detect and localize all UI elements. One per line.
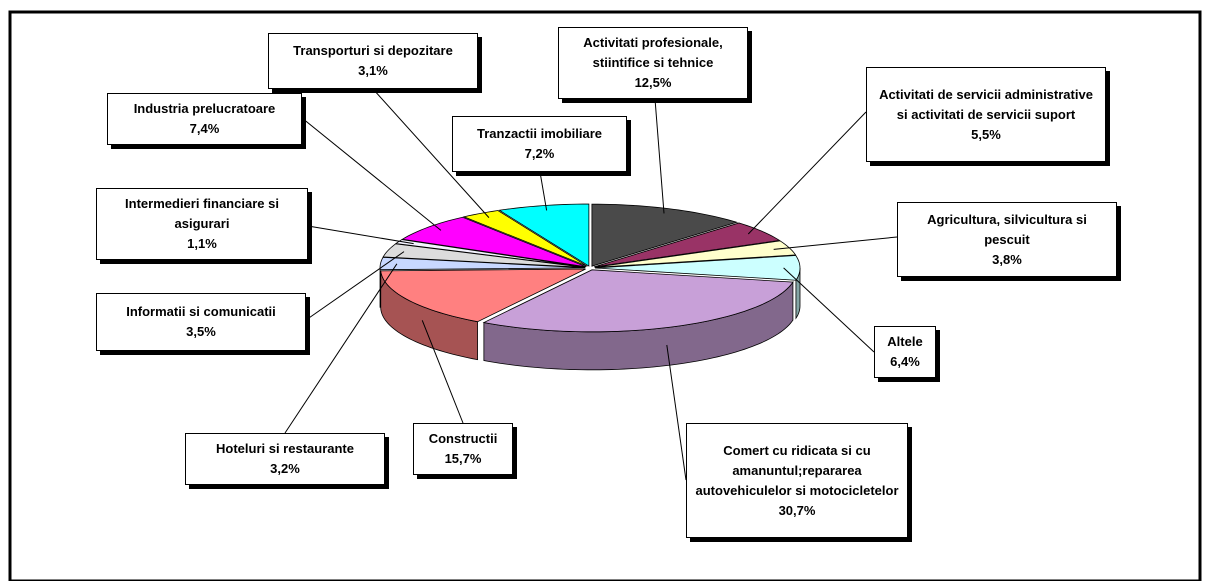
frame	[8, 10, 1202, 581]
label-box: Comert cu ridicata si cu amanuntul;repar…	[686, 423, 908, 538]
value-label: 6,4%	[890, 354, 920, 369]
label-box: Tranzactii imobiliare 7,2%	[452, 116, 627, 172]
label-box: Intermedieri financiare si asigurari 1,1%	[96, 188, 308, 260]
value-label: 7,4%	[189, 121, 220, 136]
category-label: Informatii si comunicatii	[126, 304, 276, 319]
slice	[401, 216, 587, 268]
value-label: 3,5%	[186, 324, 216, 339]
label-box: Hoteluri si restaurante 3,2%	[185, 433, 385, 485]
category-label: Constructii	[428, 431, 498, 446]
leader-line	[654, 98, 665, 214]
value-label: 1,1%	[187, 236, 217, 251]
category-label: Tranzactii imobiliare	[477, 126, 602, 141]
leader-line	[372, 88, 490, 218]
category-label: Intermedieri financiare si asigurari	[125, 196, 279, 231]
leader-line	[421, 320, 464, 424]
category-label: Hoteluri si restaurante	[216, 441, 354, 456]
slice	[382, 243, 586, 268]
leader-line	[301, 117, 442, 231]
category-label: Activitati profesionale, stiintifice si …	[583, 35, 723, 70]
value-label: 3,1%	[358, 63, 388, 78]
slice	[482, 269, 794, 333]
leader-line	[305, 251, 405, 321]
leader-line	[773, 236, 898, 250]
category-label: Activitati de servicii administrative si…	[879, 86, 1093, 122]
label-box: Industria prelucratoare 7,4%	[107, 93, 302, 145]
label-box: Transporturi si depozitare 3,1%	[268, 33, 478, 89]
value-label: 3,8%	[992, 251, 1022, 267]
leader-line	[284, 263, 398, 434]
slice	[593, 222, 781, 268]
value-label: 12,5%	[634, 75, 672, 90]
leader-line	[747, 111, 867, 235]
leader-line	[539, 171, 548, 211]
slice	[380, 268, 586, 323]
category-label: Agricultura, silvicultura si pescuit	[927, 211, 1087, 247]
label-box: Informatii si comunicatii 3,5%	[96, 293, 306, 351]
value-label: 5,5%	[971, 126, 1001, 142]
label-box: Altele 6,4%	[874, 326, 936, 378]
label-box: Agricultura, silvicultura si pescuit 3,8%	[897, 202, 1117, 277]
value-label: 30,7%	[778, 502, 816, 518]
slice	[594, 255, 801, 281]
category-label: Transporturi si depozitare	[293, 43, 453, 58]
label-box: Constructii 15,7%	[413, 423, 513, 475]
slice	[462, 210, 588, 267]
category-label: Altele	[887, 334, 923, 349]
tops	[379, 203, 801, 333]
value-label: 15,7%	[444, 451, 482, 466]
category-label: Industria prelucratoare	[133, 101, 276, 116]
category-label: Comert cu ridicata si cu amanuntul;repar…	[695, 442, 899, 498]
slice	[498, 203, 590, 267]
leader-line	[307, 225, 414, 245]
value-label: 7,2%	[524, 146, 555, 161]
label-box: Activitati de servicii administrative si…	[866, 67, 1106, 162]
slice	[591, 203, 739, 267]
leader-line	[783, 267, 875, 353]
label-box: Activitati profesionale, stiintifice si …	[558, 27, 748, 99]
value-label: 3,2%	[270, 461, 300, 476]
leader-line	[666, 344, 687, 481]
